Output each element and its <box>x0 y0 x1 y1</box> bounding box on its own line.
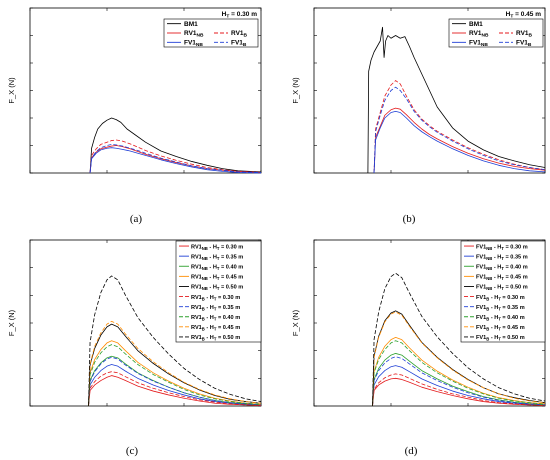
legend-label: RV1B - HT = 0.30 m <box>191 295 240 302</box>
series-line <box>89 139 262 174</box>
y-axis-label: F_X (N) <box>7 309 16 336</box>
legend-label: BM1 <box>184 21 198 28</box>
legend: RV1NB - HT = 0.30 m RV1NB - HT = 0.35 m RV… <box>175 240 262 343</box>
legend: BM1 RV1NB RV1B FV1NB FV1B <box>163 18 259 49</box>
series-line <box>373 107 546 174</box>
annotation-label: HT = 0.30 m <box>222 11 258 20</box>
legend: FV1NB - HT = 0.30 m FV1NB - HT = 0.35 m FV… <box>460 240 546 343</box>
series-line <box>372 340 546 407</box>
legend-label: FV1NB - HT = 0.50 m <box>476 285 528 292</box>
legend-label: FV1B - HT = 0.40 m <box>476 315 525 322</box>
caption-d: (d) <box>405 445 418 457</box>
legend-label: FV1B <box>516 40 532 49</box>
series-line <box>373 86 546 174</box>
legend-label: RV1NB - HT = 0.30 m <box>191 244 243 251</box>
series-line <box>89 145 262 174</box>
legend-label: BM1 <box>469 21 483 28</box>
legend-label: RV1NB - HT = 0.35 m <box>191 254 243 261</box>
legend-label: RV1NB <box>469 30 489 39</box>
series-line <box>372 377 546 407</box>
legend-label: RV1B <box>231 30 248 39</box>
series-line <box>372 272 546 407</box>
caption-c: (c) <box>126 445 139 457</box>
legend-box <box>175 240 262 343</box>
series-line <box>88 375 262 407</box>
caption-a: (a) <box>130 213 143 225</box>
series-line <box>372 356 546 407</box>
caption-b: (b) <box>403 213 416 225</box>
series-line <box>88 344 262 407</box>
legend-label: FV1B - HT = 0.30 m <box>476 295 525 302</box>
series-line <box>372 353 546 407</box>
legend-label: FV1NB - HT = 0.35 m <box>476 254 528 261</box>
legend-label: RV1NB <box>184 30 204 39</box>
legend-box <box>460 240 546 343</box>
legend-label: RV1B - HT = 0.40 m <box>191 315 240 322</box>
series-line <box>88 355 262 407</box>
series-line <box>373 111 546 174</box>
chart-a: F_X (N) HT = 0.30 m BM1 RV1NB RV1B FV1NB FV1B <box>7 7 262 174</box>
series-line <box>373 80 546 174</box>
series-line <box>89 117 262 174</box>
series-line <box>88 323 262 407</box>
legend-label: FV1NB <box>184 40 203 49</box>
legend-label: RV1B <box>516 30 533 39</box>
y-axis-label: F_X (N) <box>7 77 16 104</box>
annotation-label: HT = 0.45 m <box>506 11 542 20</box>
legend-label: FV1NB <box>469 40 488 49</box>
legend-label: FV1B - HT = 0.50 m <box>476 335 525 342</box>
series-line <box>89 144 262 174</box>
legend-label: RV1B - HT = 0.45 m <box>191 325 240 332</box>
legend: BM1 RV1NB RV1B FV1NB FV1B <box>448 18 544 49</box>
legend-label: FV1NB - HT = 0.45 m <box>476 275 528 282</box>
legend-label: RV1NB - HT = 0.50 m <box>191 285 243 292</box>
series-line <box>88 340 262 407</box>
series-line <box>367 26 546 174</box>
legend-label: RV1B - HT = 0.50 m <box>191 335 240 342</box>
series-line <box>89 147 262 174</box>
legend-label: FV1B - HT = 0.35 m <box>476 305 525 312</box>
legend-label: FV1NB - HT = 0.40 m <box>476 264 528 271</box>
series-line <box>372 365 546 407</box>
legend-label: FV1B <box>231 40 247 49</box>
series-line <box>372 336 546 407</box>
series-line <box>88 356 262 407</box>
series-line <box>88 364 262 407</box>
legend-label: RV1NB - HT = 0.45 m <box>191 275 243 282</box>
legend-label: FV1NB - HT = 0.30 m <box>476 244 528 251</box>
series-line <box>88 320 262 407</box>
series-line <box>88 275 262 407</box>
y-axis-label: F_X (N) <box>291 77 300 104</box>
chart-b: F_X (N) HT = 0.45 m BM1 RV1NB RV1B FV1NB FV1B <box>291 7 546 174</box>
series-line <box>372 311 546 407</box>
series-line <box>372 373 546 407</box>
y-axis-label: F_X (N) <box>291 309 300 336</box>
series-line <box>88 371 262 407</box>
legend-label: RV1NB - HT = 0.40 m <box>191 264 243 271</box>
legend-label: RV1B - HT = 0.35 m <box>191 305 240 312</box>
legend-label: FV1B - HT = 0.45 m <box>476 325 525 332</box>
